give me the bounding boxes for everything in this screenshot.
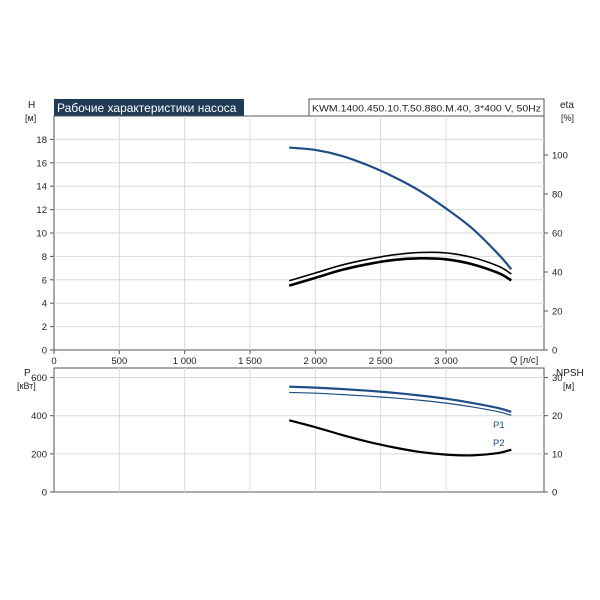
y-tick-label: 14 bbox=[36, 182, 47, 193]
head-axis-label: H bbox=[28, 100, 35, 111]
x-tick-label: 0 bbox=[51, 356, 56, 367]
p2-curve bbox=[289, 391, 512, 416]
p2-label: P2 bbox=[493, 438, 505, 449]
x-tick-label: 1 000 bbox=[173, 356, 197, 367]
power-tick-label: 600 bbox=[31, 373, 47, 384]
chart-title: Рабочие характеристики насоса bbox=[57, 101, 237, 115]
head-curve bbox=[289, 146, 513, 270]
y-tick-label: 16 bbox=[36, 158, 47, 169]
x-tick-label: 2 500 bbox=[369, 356, 393, 367]
npsh-tick-label: 0 bbox=[552, 488, 557, 499]
y-tick-label: 10 bbox=[36, 229, 47, 240]
head-axis-unit: [м] bbox=[25, 113, 36, 123]
y-tick-label: 4 bbox=[42, 299, 47, 310]
power-tick-label: 0 bbox=[42, 488, 47, 499]
power-axis-unit: [кВт] bbox=[17, 381, 36, 391]
npsh-axis-label: NPSH bbox=[556, 368, 584, 379]
p1-curve bbox=[289, 385, 512, 413]
power-tick-label: 200 bbox=[31, 449, 47, 460]
x-tick-label: 2 000 bbox=[303, 356, 327, 367]
flow-axis-label: Q [л/с] bbox=[510, 355, 538, 366]
npsh-tick-label: 20 bbox=[552, 411, 563, 422]
eta-curve-lower bbox=[288, 257, 513, 287]
npsh-axis-unit: [м] bbox=[563, 381, 574, 391]
head-eta-panel: 0 500 1 000 1 500 2 000 2 500 3 000 0 2 4 6 8 10 12 14… bbox=[36, 115, 568, 367]
y-tick-label: 0 bbox=[42, 346, 47, 357]
x-tick-label: 3 000 bbox=[434, 356, 458, 367]
npsh-tick-label: 10 bbox=[552, 449, 563, 460]
y-tick-label: 8 bbox=[42, 252, 47, 263]
p1-label: P1 bbox=[493, 420, 505, 431]
npsh-curve bbox=[288, 419, 512, 457]
model-label: KWM.1400.450.10.T.50.880.M.40, 3*400 V, … bbox=[312, 104, 541, 115]
eta-tick-label: 60 bbox=[552, 229, 563, 240]
eta-tick-label: 0 bbox=[552, 346, 557, 357]
eta-axis-label: eta bbox=[560, 100, 574, 111]
x-tick-label: 1 500 bbox=[238, 356, 262, 367]
y-tick-label: 18 bbox=[36, 135, 47, 146]
y-tick-label: 2 bbox=[42, 322, 47, 333]
title-box bbox=[54, 99, 244, 116]
bottom-plot-frame bbox=[53, 367, 545, 493]
eta-axis-unit: [%] bbox=[561, 113, 574, 123]
eta-tick-label: 20 bbox=[552, 307, 563, 318]
power-tick-label: 400 bbox=[31, 411, 47, 422]
y-tick-label: 6 bbox=[42, 275, 47, 286]
y-tick-label: 12 bbox=[36, 205, 47, 216]
x-tick-label: 500 bbox=[111, 356, 127, 367]
eta-tick-label: 80 bbox=[552, 190, 563, 201]
eta-curve-upper bbox=[288, 251, 512, 282]
power-axis-label: P bbox=[24, 368, 31, 379]
eta-tick-label: 100 bbox=[552, 151, 568, 162]
power-npsh-panel: 0 200 400 600 0 10 20 30 P1 P2 bbox=[31, 367, 563, 499]
npsh-tick-label: 30 bbox=[552, 373, 563, 384]
eta-tick-label: 40 bbox=[552, 268, 563, 279]
